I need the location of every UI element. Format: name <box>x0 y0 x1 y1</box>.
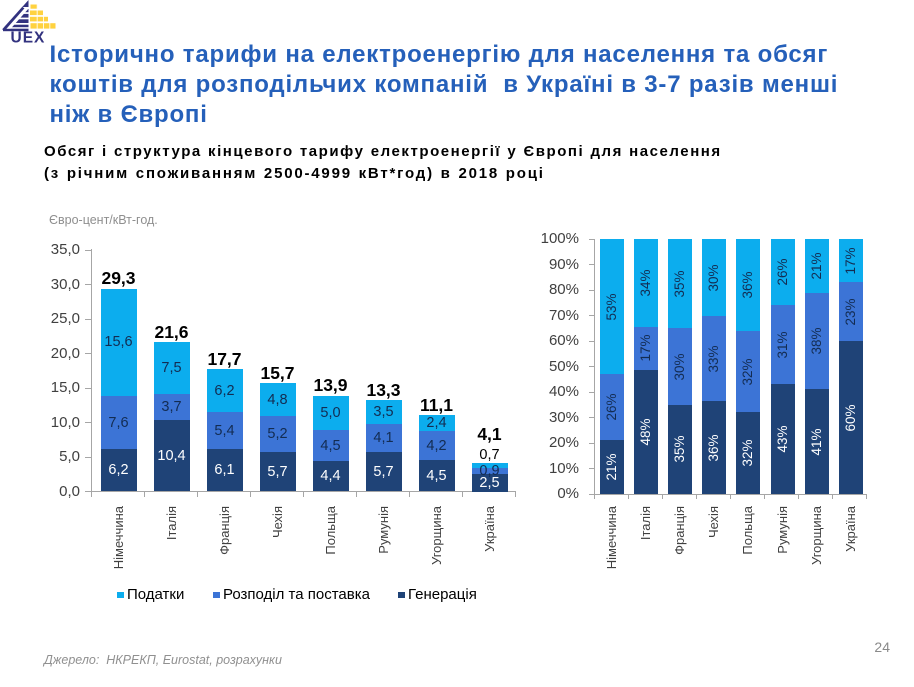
svg-text:UEX: UEX <box>11 30 46 47</box>
